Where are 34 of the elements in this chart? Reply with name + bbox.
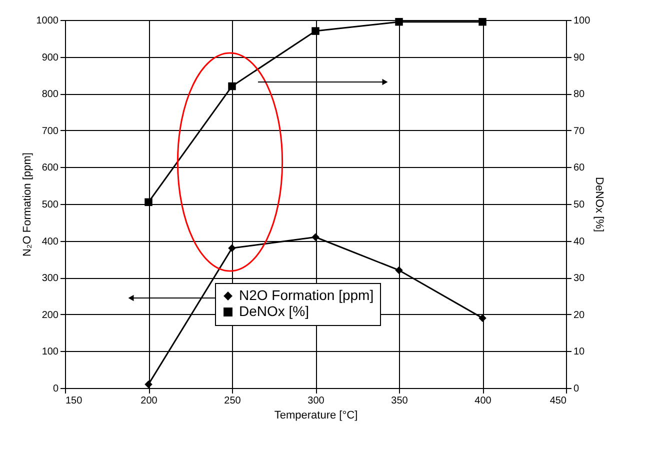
y-tick-label: 800 <box>42 89 59 100</box>
x-axis-title: Temperature [°C] <box>274 410 358 422</box>
legend-label: DeNOx [%] <box>239 303 310 319</box>
y2-tick-label: 80 <box>574 89 586 100</box>
x-tick-label: 450 <box>550 396 567 406</box>
y2-tick-label: 60 <box>574 162 586 174</box>
y2-tick-label: 0 <box>574 384 580 394</box>
y-tick-label: 900 <box>42 52 59 64</box>
x-tick-label: 250 <box>224 396 242 406</box>
y2-axis-title: DeNOx [%] <box>593 176 606 232</box>
y-tick-label: 600 <box>42 162 59 174</box>
x-tick-label: 200 <box>140 396 158 406</box>
y-tick-label: 500 <box>42 200 59 210</box>
y2-tick-label: 90 <box>574 52 586 64</box>
y-tick-label: 700 <box>42 126 59 137</box>
y2-tick-label: 10 <box>574 346 586 358</box>
y-tick-label: 100 <box>42 346 59 358</box>
y-axis-title: N₂O Formation [ppm] <box>21 152 34 256</box>
y-tick-label: 400 <box>42 236 59 248</box>
y-tick-label: 0 <box>52 384 59 394</box>
y2-tick-label: 50 <box>574 200 586 210</box>
y2-tick-label: 100 <box>574 16 591 26</box>
y-tick-label: 200 <box>42 310 59 321</box>
legend-label: N2O Formation [ppm] <box>239 287 374 303</box>
y2-tick-label: 70 <box>574 126 586 137</box>
y-tick-label: 300 <box>42 273 59 284</box>
y2-tick-label: 30 <box>574 273 586 284</box>
x-tick-label: 300 <box>308 396 325 406</box>
y-tick-label: 1000 <box>36 16 59 26</box>
y2-tick-label: 40 <box>574 236 586 248</box>
x-tick-label: 400 <box>474 396 492 406</box>
x-tick-label: 350 <box>391 396 408 406</box>
y2-tick-label: 20 <box>574 310 586 321</box>
x-tick-label: 150 <box>66 396 83 406</box>
